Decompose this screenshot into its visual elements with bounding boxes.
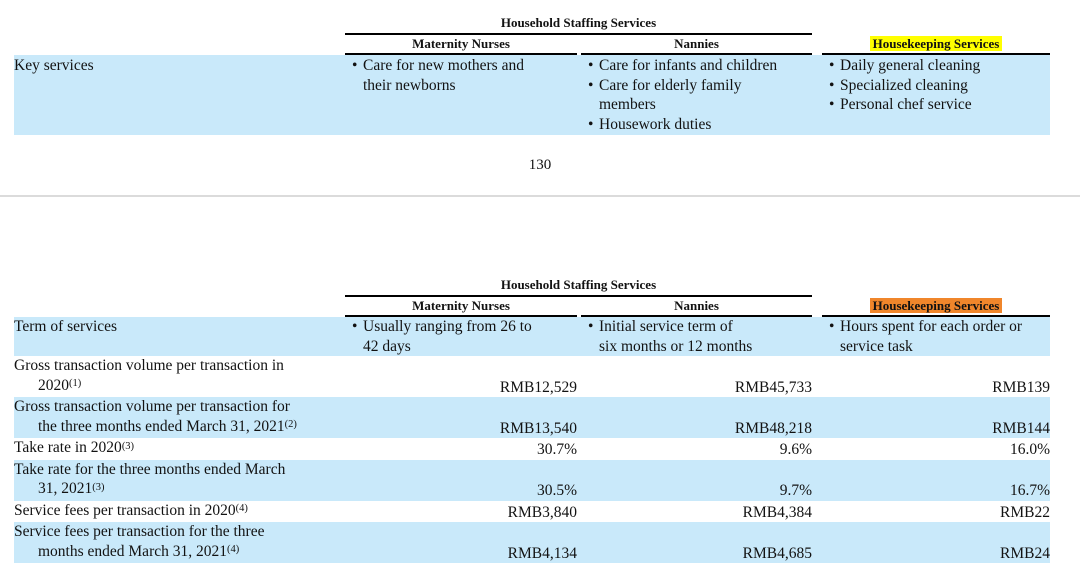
table-row-take-rate-q1-2021: Take rate for the three months ended Mar… — [14, 459, 1050, 501]
page-1-section: Household Staffing Services Maternity Nu… — [0, 0, 1080, 175]
footnote-marker: (3) — [92, 481, 105, 493]
row-label: Gross transaction volume per transaction… — [14, 357, 284, 394]
list-item: • Usually ranging from 26 to 42 days — [345, 317, 577, 356]
table-row-service-fees-2020: Service fees per transaction in 2020(4) … — [14, 501, 1050, 523]
bullet-icon: • — [588, 57, 594, 74]
term-maternity-cell: • Usually ranging from 26 to 42 days — [345, 317, 577, 356]
cell-value: 30.7% — [536, 441, 577, 458]
key-services-label: Key services — [14, 57, 94, 74]
list-item: • Care for new mothers and their newborns — [345, 56, 577, 95]
housekeeping-highlight-yellow: Housekeeping Services — [869, 36, 1003, 51]
row-label: Take rate for the three months ended Mar… — [14, 460, 286, 498]
table1-col-nannies: Nannies — [581, 35, 812, 55]
table2-col-maternity-nurses: Maternity Nurses — [345, 297, 577, 317]
list-item: • Care for elderly family members — [581, 76, 812, 115]
table2-group-header: Household Staffing Services — [345, 277, 812, 297]
bullet-icon: • — [352, 318, 358, 335]
footnote-marker: (1) — [69, 378, 82, 389]
term-of-services-row: Term of services • Usually ranging from 2… — [14, 317, 1050, 356]
key-services-nannies-cell: • Care for infants and children • Care for… — [581, 56, 812, 134]
list-item: • Daily general cleaning — [822, 56, 1050, 76]
cell-value: 16.0% — [1009, 441, 1050, 458]
cell-value: RMB12,529 — [499, 378, 577, 396]
cell-value: RMB3,840 — [507, 503, 577, 521]
list-item: • Care for infants and children — [581, 56, 812, 76]
row-label: Service fees per transaction for the thr… — [14, 523, 265, 560]
bullet-icon: • — [588, 115, 594, 133]
term-nannies-cell: • Initial service term of six months or 1… — [581, 317, 812, 356]
cell-value: RMB22 — [1000, 503, 1050, 521]
bullet-icon: • — [352, 57, 358, 74]
table1-col-housekeeping: Housekeeping Services — [822, 35, 1050, 55]
footnote-marker: (4) — [226, 544, 240, 555]
cell-value: 9.7% — [779, 482, 812, 499]
table-row-take-rate-2020: Take rate in 2020(3) 30.7% 9.6% 16.0% — [14, 438, 1050, 460]
table-row-gtv-2020: Gross transaction volume per transaction… — [14, 356, 1050, 397]
key-services-maternity-cell: • Care for new mothers and their newborns — [345, 56, 577, 95]
cell-value: RMB4,384 — [742, 503, 812, 521]
cell-value: RMB45,733 — [734, 378, 812, 396]
term-housekeeping-cell: • Hours spent for each order or service t… — [822, 317, 1050, 356]
bullet-icon: • — [829, 57, 835, 74]
page-2-section: Household Staffing Services Maternity Nu… — [0, 197, 1080, 563]
table2-group-header-row: Household Staffing Services — [14, 277, 1050, 297]
table1-group-header: Household Staffing Services — [345, 15, 812, 35]
list-item: • Specialized cleaning — [822, 76, 1050, 96]
cell-value: RMB13,540 — [499, 419, 577, 437]
row-label: Take rate in 2020(3) — [14, 439, 135, 456]
cell-value: 30.5% — [536, 482, 577, 499]
cell-value: RMB139 — [992, 378, 1050, 396]
key-services-housekeeping-cell: • Daily general cleaning • Specialized cle… — [822, 56, 1050, 115]
bullet-icon: • — [829, 96, 835, 113]
list-item: • Housework duties — [581, 115, 812, 135]
row-label: Gross transaction volume per transaction… — [14, 398, 297, 435]
bullet-icon: • — [588, 318, 594, 335]
cell-value: RMB4,134 — [507, 544, 577, 562]
table-row-gtv-q1-2021: Gross transaction volume per transaction… — [14, 397, 1050, 438]
cell-value: 9.6% — [779, 441, 812, 458]
bullet-icon: • — [829, 318, 835, 335]
cell-value: RMB144 — [992, 419, 1050, 437]
cell-value: RMB4,685 — [742, 544, 812, 562]
term-of-services-label: Term of services — [14, 318, 118, 335]
page-number: 130 — [528, 157, 552, 173]
page-divider — [0, 195, 1080, 197]
cell-value: RMB48,218 — [734, 419, 812, 437]
key-services-row: Key services • Care for new mothers and t… — [14, 55, 1050, 135]
table1-column-header-row: Maternity Nurses Nannies Housekeeping Se… — [14, 35, 1050, 55]
housekeeping-highlight-orange: Housekeeping Services — [869, 298, 1003, 313]
cell-value: RMB24 — [1000, 544, 1050, 562]
footnote-marker: (4) — [235, 503, 248, 514]
table2-col-housekeeping: Housekeeping Services — [822, 297, 1050, 317]
list-item: • Hours spent for each order or service t… — [822, 317, 1050, 356]
table1-col-maternity-nurses: Maternity Nurses — [345, 35, 577, 55]
table2-col-nannies: Nannies — [581, 297, 812, 317]
bullet-icon: • — [588, 76, 594, 94]
row-label: Service fees per transaction in 2020(4) — [14, 501, 248, 519]
list-item: • Personal chef service — [822, 95, 1050, 115]
table1-group-header-row: Household Staffing Services — [14, 15, 1050, 35]
cell-value: 16.7% — [1009, 482, 1050, 499]
footnote-marker: (3) — [121, 440, 135, 452]
footnote-marker: (2) — [284, 419, 297, 430]
list-item: • Initial service term of six months or 1… — [581, 317, 812, 356]
bullet-icon: • — [829, 76, 835, 94]
table2-column-header-row: Maternity Nurses Nannies Housekeeping Se… — [14, 297, 1050, 317]
table-row-service-fees-q1-2021: Service fees per transaction for the thr… — [14, 522, 1050, 563]
